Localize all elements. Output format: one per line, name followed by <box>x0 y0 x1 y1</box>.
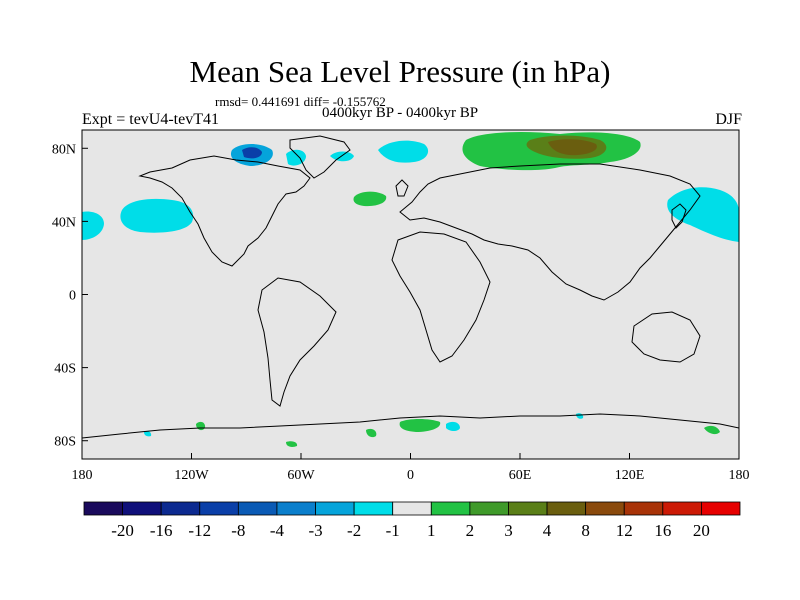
coast-australia <box>631 311 701 363</box>
anomaly-region-westedge <box>82 211 104 240</box>
colorbar-box <box>237 501 278 516</box>
colorbar-label: 2 <box>466 521 475 540</box>
anomaly-region-arctic-atlantic <box>378 140 429 163</box>
anomaly-region-antarctic-5 <box>366 428 377 438</box>
x-tick-label: 180 <box>729 468 750 483</box>
coast-uk <box>395 179 409 197</box>
anomaly-region-antarctic-7 <box>704 425 720 435</box>
chart-title: Mean Sea Level Pressure (in hPa) <box>189 54 611 89</box>
colorbar-box <box>83 501 123 516</box>
colorbar-label: -8 <box>231 521 245 540</box>
colorbar-box <box>469 501 509 516</box>
colorbar: -20 -16 -12 -8 -4 -3 -2 -1 1 2 3 4 8 12 16 20 <box>83 501 741 540</box>
colorbar-box <box>122 501 162 516</box>
y-tick-label: 40S <box>54 362 76 377</box>
colorbar-label: -1 <box>386 521 400 540</box>
colorbar-label: 1 <box>427 521 436 540</box>
anomaly-region-antarctic-8 <box>144 431 152 437</box>
colorbar-label: 8 <box>581 521 590 540</box>
colorbar-box <box>701 501 741 516</box>
x-tick-label: 120W <box>174 468 209 483</box>
colorbar-box <box>430 501 471 516</box>
colorbar-label: 4 <box>543 521 552 540</box>
x-tick-label: 120E <box>615 468 645 483</box>
colorbar-label: -3 <box>308 521 322 540</box>
colorbar-label: -20 <box>111 521 134 540</box>
period-subtitle: 0400kyr BP - 0400kyr BP <box>322 105 479 121</box>
x-tick-label: 180 <box>72 468 93 483</box>
colorbar-box <box>623 501 664 516</box>
coast-south-america <box>257 277 337 407</box>
x-tick-label: 0 <box>407 468 414 483</box>
anomaly-region-antarctic-4 <box>286 441 298 447</box>
coast-africa <box>391 231 491 363</box>
colorbar-label: -12 <box>188 521 211 540</box>
colorbar-box <box>276 501 316 516</box>
anomaly-region-siberia-core <box>548 139 597 156</box>
anomaly-region-antarctic-1 <box>399 419 441 432</box>
y-tick-label: 40N <box>52 215 76 230</box>
colorbar-label: 16 <box>654 521 671 540</box>
coast-antarctica <box>82 413 739 439</box>
anomaly-region-npacific <box>120 198 194 233</box>
anomaly-region-antarctic-2 <box>446 421 460 431</box>
anomaly-region-nwpacific <box>667 187 739 242</box>
coast-eurasia <box>399 163 701 301</box>
coastlines <box>82 135 739 439</box>
colorbar-box <box>199 501 239 516</box>
colorbar-label: -4 <box>270 521 285 540</box>
colorbar-box <box>315 501 355 516</box>
y-axis: 80N 40N 0 40S 80S <box>52 142 88 450</box>
y-tick-label: 80S <box>54 435 76 450</box>
anomaly-region-natlantic <box>353 191 387 207</box>
anomaly-shading <box>82 132 739 447</box>
colorbar-label: -2 <box>347 521 361 540</box>
colorbar-label: 3 <box>504 521 513 540</box>
anomaly-region-canada-arctic-dark <box>242 147 262 159</box>
stats-label: rmsd= 0.441691 diff= -0.155762 <box>215 94 386 109</box>
colorbar-box <box>353 501 394 516</box>
coast-north-america <box>138 155 311 267</box>
coast-greenland <box>289 135 351 179</box>
colorbar-box <box>662 501 702 516</box>
experiment-label: Expt = tevU4-tevT41 <box>82 111 219 128</box>
season-label: DJF <box>715 111 742 128</box>
anomaly-region-arctic-small2 <box>330 151 354 162</box>
colorbar-label: 12 <box>616 521 633 540</box>
x-tick-label: 60E <box>509 468 532 483</box>
y-tick-label: 80N <box>52 142 76 157</box>
colorbar-box <box>508 501 548 516</box>
x-tick-label: 60W <box>287 468 315 483</box>
anomaly-region-arctic-small1 <box>286 149 306 166</box>
colorbar-label: -16 <box>150 521 173 540</box>
colorbar-label: 20 <box>693 521 710 540</box>
x-axis: 180 120W 60W 0 60E 120E 180 <box>72 453 750 483</box>
colorbar-box <box>585 501 625 516</box>
y-tick-label: 0 <box>69 289 76 304</box>
plot-background <box>82 130 739 459</box>
coast-japan <box>671 203 687 229</box>
colorbar-box <box>392 501 432 516</box>
colorbar-box <box>160 501 201 516</box>
colorbar-box <box>546 501 587 516</box>
